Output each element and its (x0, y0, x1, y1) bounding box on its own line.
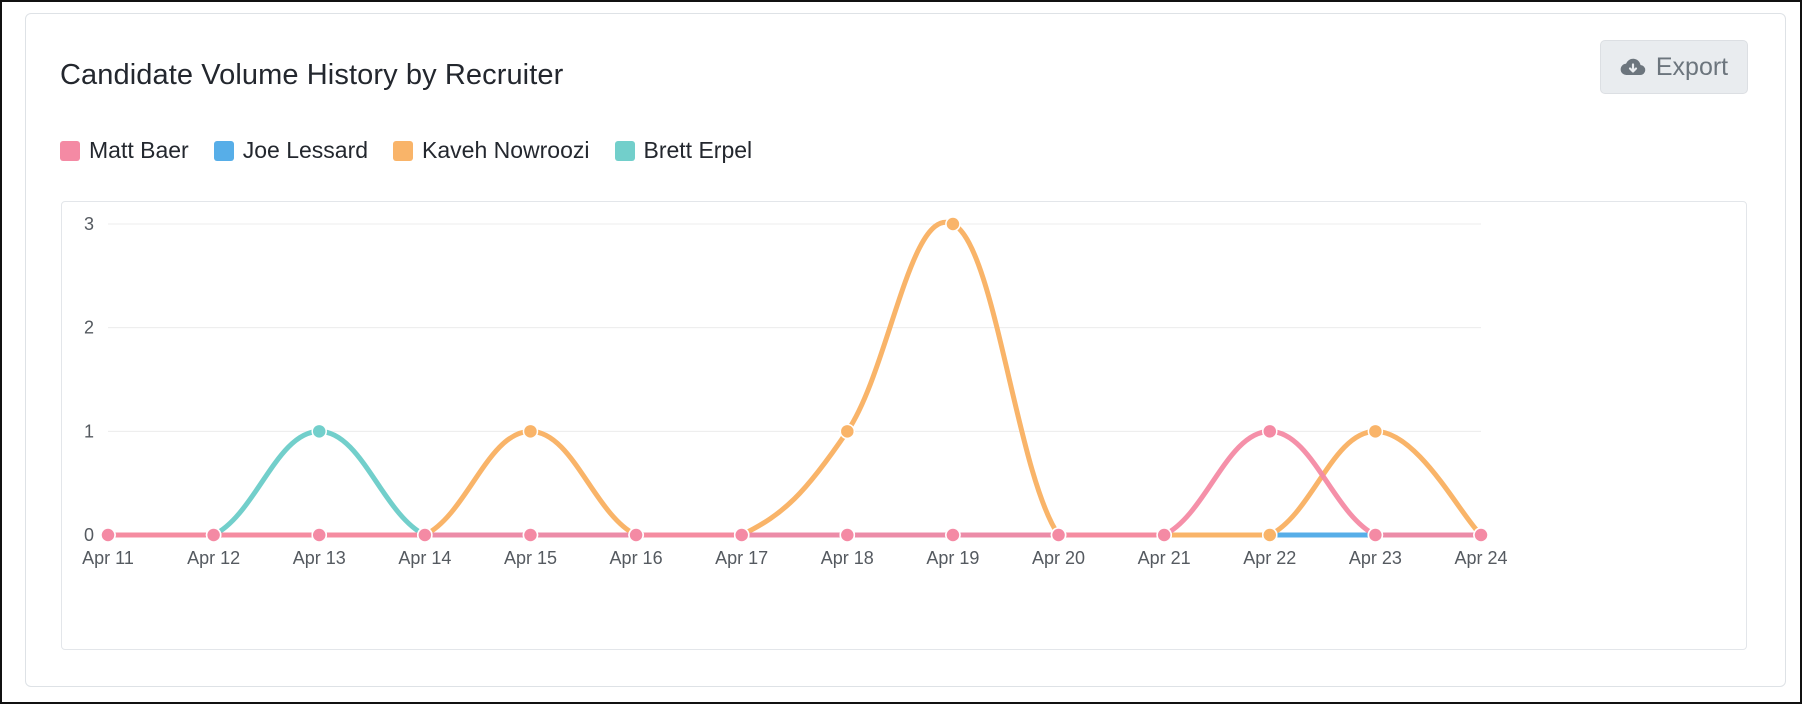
data-point[interactable] (417, 527, 433, 543)
chart-area: 0 1 2 3 Apr 11 Apr 12 Apr 13 Apr 14 Apr 15 Apr 16… (61, 201, 1747, 650)
cloud-download-icon (1620, 57, 1646, 77)
data-point[interactable] (522, 527, 539, 543)
x-tick-label: Apr 11 (82, 548, 134, 568)
data-point[interactable] (1473, 527, 1489, 543)
export-label: Export (1655, 52, 1729, 81)
data-point[interactable] (839, 527, 856, 543)
y-tick-label: 0 (84, 525, 94, 545)
series-line-matt-baer (105, 428, 1484, 538)
legend-item-kaveh-nowroozi[interactable]: Kaveh Nowroozi (393, 137, 590, 164)
line-chart: 0 1 2 3 Apr 11 Apr 12 Apr 13 Apr 14 Apr 15 Apr 16… (82, 214, 1507, 568)
data-point[interactable] (100, 527, 116, 543)
x-tick-label: Apr 19 (926, 548, 979, 568)
export-button[interactable]: Export (1600, 40, 1748, 94)
data-point[interactable] (311, 423, 327, 440)
data-point[interactable] (1262, 527, 1278, 543)
series-line-kaveh-nowroozi (105, 219, 1484, 538)
x-tick-label: Apr 20 (1032, 548, 1085, 568)
legend-item-matt-baer[interactable]: Matt Baer (60, 137, 189, 164)
data-point[interactable] (1367, 423, 1384, 440)
x-tick-label: Apr 15 (504, 548, 557, 568)
data-point[interactable] (839, 423, 856, 440)
data-point[interactable] (1367, 527, 1384, 543)
data-point[interactable] (945, 216, 961, 232)
x-tick-label: Apr 21 (1138, 548, 1191, 568)
x-tick-label: Apr 13 (293, 548, 346, 568)
data-point[interactable] (1262, 423, 1278, 440)
x-tick-label: Apr 23 (1349, 548, 1402, 568)
chart-legend: Matt Baer Joe Lessard Kaveh Nowroozi Brett … (60, 137, 752, 164)
legend-swatch (213, 140, 234, 161)
data-point[interactable] (205, 527, 222, 543)
data-point[interactable] (311, 527, 327, 543)
data-point[interactable] (733, 527, 750, 543)
legend-item-brett-erpel[interactable]: Brett Erpel (614, 137, 753, 164)
y-tick-label: 2 (84, 318, 94, 338)
chart-card: Candidate Volume History by Recruiter Ex… (25, 13, 1786, 687)
x-tick-label: Apr 24 (1454, 548, 1507, 568)
x-tick-label: Apr 18 (821, 548, 874, 568)
legend-label: Joe Lessard (242, 137, 369, 163)
x-tick-label: Apr 16 (610, 548, 663, 568)
x-tick-label: Apr 17 (715, 548, 768, 568)
legend-label: Matt Baer (89, 137, 189, 163)
x-tick-label: Apr 22 (1243, 548, 1296, 568)
legend-label: Kaveh Nowroozi (422, 137, 590, 163)
legend-swatch (614, 140, 635, 161)
x-tick-label: Apr 14 (398, 548, 451, 568)
legend-label: Brett Erpel (643, 137, 753, 163)
y-tick-label: 1 (84, 421, 94, 441)
data-point[interactable] (628, 527, 644, 543)
data-point[interactable] (522, 423, 539, 440)
x-tick-label: Apr 12 (187, 548, 240, 568)
legend-swatch (60, 140, 80, 161)
data-point[interactable] (1050, 527, 1067, 543)
legend-item-joe-lessard[interactable]: Joe Lessard (213, 137, 369, 164)
legend-swatch (393, 140, 414, 161)
data-point[interactable] (1156, 527, 1172, 543)
series-line-brett-erpel (105, 428, 1484, 538)
card-title: Candidate Volume History by Recruiter (60, 59, 564, 91)
data-point[interactable] (945, 527, 961, 543)
y-tick-label: 3 (84, 214, 94, 234)
